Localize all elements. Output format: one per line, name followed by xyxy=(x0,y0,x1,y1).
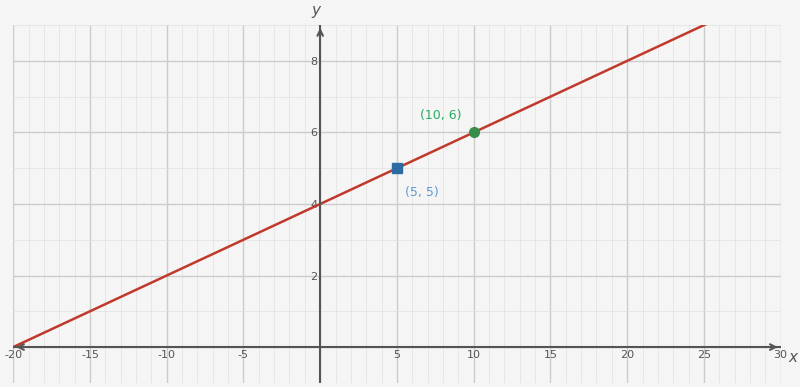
Text: (5, 5): (5, 5) xyxy=(405,186,438,199)
Text: x: x xyxy=(788,350,798,365)
Text: y: y xyxy=(311,3,320,18)
Text: (10, 6): (10, 6) xyxy=(420,109,462,122)
